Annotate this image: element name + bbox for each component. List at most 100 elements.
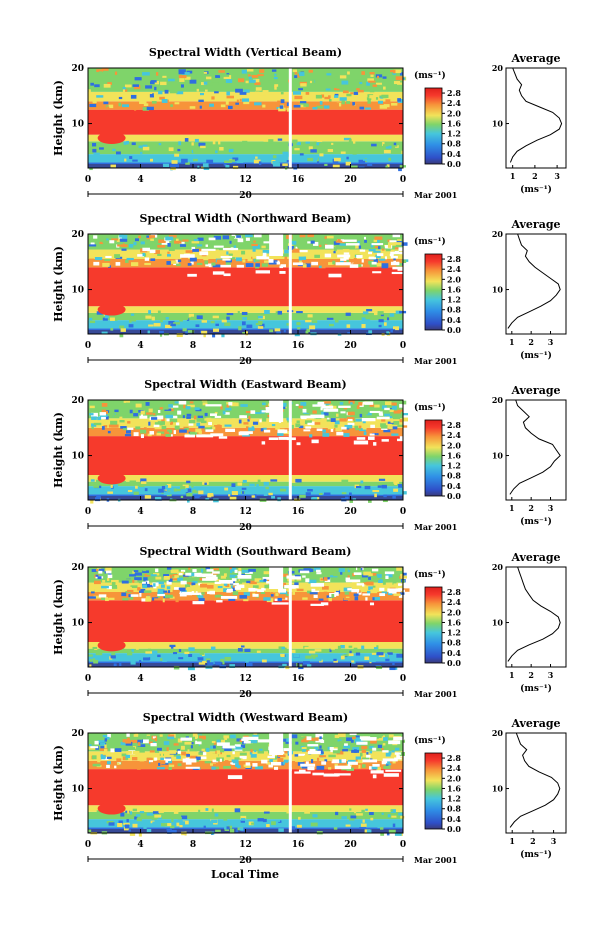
heatmap-cell [391, 750, 395, 753]
heatmap-cell [369, 403, 374, 407]
colorbar-tick-label: 2.8 [447, 88, 461, 98]
heatmap-cell [163, 163, 170, 168]
heatmap-cell [296, 662, 299, 667]
heatmap-cell [269, 329, 274, 333]
heatmap-cell [121, 753, 127, 757]
heatmap-cell [355, 591, 358, 595]
panel-title: Spectral Width (Eastward Beam) [144, 378, 346, 391]
heatmap-cell [154, 425, 162, 430]
heatmap-cell [211, 819, 218, 824]
colorbar-tick-label: 2.0 [447, 773, 461, 783]
heatmap-cell [174, 153, 180, 157]
heatmap-cell [139, 100, 147, 105]
heatmap-cell [332, 103, 339, 107]
x-tick-label: 16 [292, 507, 305, 517]
heatmap-cell [192, 569, 197, 573]
heatmap-cell [127, 809, 130, 814]
heatmap-cell [164, 431, 169, 435]
heatmap-cell [177, 750, 181, 754]
heatmap-cell [371, 568, 379, 572]
heatmap-cell [266, 313, 271, 316]
heatmap-cell [241, 311, 248, 315]
heatmap-cell [272, 260, 278, 265]
heatmap-missing [237, 574, 252, 579]
heatmap-cell [129, 318, 137, 322]
heatmap-cell [213, 741, 217, 745]
heatmap-cell [364, 656, 370, 661]
heatmap-cell [94, 256, 103, 261]
heatmap-cell [379, 827, 384, 830]
heatmap-cell [255, 263, 260, 267]
heatmap-cell [251, 74, 259, 78]
heatmap-cell [262, 104, 266, 108]
heatmap-cell [175, 598, 179, 603]
heatmap-cell [343, 433, 350, 437]
heatmap-cell [378, 319, 384, 323]
heatmap-cell [123, 481, 126, 484]
heatmap-cell [377, 485, 382, 488]
heatmap-cell [156, 415, 164, 420]
heatmap-cell [363, 431, 367, 435]
heatmap-cell [147, 584, 150, 587]
heatmap-cell [221, 747, 228, 751]
heatmap-cell [277, 754, 286, 758]
heatmap-cell [281, 405, 286, 409]
heatmap-cell [249, 483, 255, 487]
heatmap-cell [240, 815, 247, 820]
heatmap-cell [92, 763, 101, 767]
heatmap-cell [274, 73, 277, 77]
heatmap-cell [325, 88, 331, 91]
heatmap-cell [214, 415, 222, 418]
heatmap-cell [173, 753, 181, 757]
heatmap-cell [228, 402, 233, 406]
heatmap-cell [194, 407, 200, 411]
heatmap-missing [291, 576, 302, 580]
heatmap-cell [257, 818, 264, 822]
heatmap-missing [384, 571, 395, 575]
heatmap-cell [346, 653, 352, 656]
average-y-tick-label: 10 [492, 285, 504, 295]
heatmap-cell [126, 819, 129, 823]
heatmap-missing [180, 737, 192, 741]
heatmap-cell [388, 821, 396, 826]
heatmap-cell [285, 593, 291, 596]
heatmap-cell [92, 148, 97, 153]
heatmap-cell [308, 579, 317, 584]
heatmap-cell [314, 649, 322, 652]
heatmap-cell [388, 426, 393, 430]
heatmap-missing [320, 602, 329, 606]
heatmap-cell [236, 765, 241, 769]
heatmap-cell [184, 651, 190, 655]
heatmap-cell [266, 761, 271, 765]
heatmap-cell [206, 569, 214, 572]
heatmap-cell [258, 748, 263, 751]
heatmap-cell [362, 311, 369, 315]
heatmap-cell [211, 262, 216, 266]
heatmap-missing [376, 416, 390, 420]
heatmap-cell [295, 738, 299, 743]
heatmap-cell [270, 479, 278, 482]
heatmap-cell [182, 415, 185, 419]
heatmap-missing [265, 407, 272, 410]
colorbar-tick-label: 1.2 [447, 461, 461, 471]
heatmap-cell [260, 428, 264, 432]
heatmap-cell [111, 424, 119, 428]
heatmap-cell [286, 153, 291, 158]
heatmap-cell [200, 583, 208, 588]
heatmap-cell [159, 330, 164, 335]
heatmap-cell [385, 145, 392, 149]
heatmap-missing [321, 405, 334, 409]
heatmap-cell [243, 100, 250, 105]
heatmap-cell [247, 257, 253, 262]
heatmap-missing [237, 238, 244, 243]
heatmap-cell [229, 567, 232, 570]
heatmap-cell [379, 413, 384, 416]
heatmap-missing [356, 741, 368, 745]
heatmap-cell [345, 312, 351, 316]
heatmap-cell [239, 739, 243, 742]
heatmap-cell [337, 739, 342, 742]
heatmap-cell [391, 405, 397, 410]
heatmap-cell [128, 478, 133, 481]
heatmap-cell [352, 102, 355, 106]
heatmap-cell [395, 240, 403, 244]
